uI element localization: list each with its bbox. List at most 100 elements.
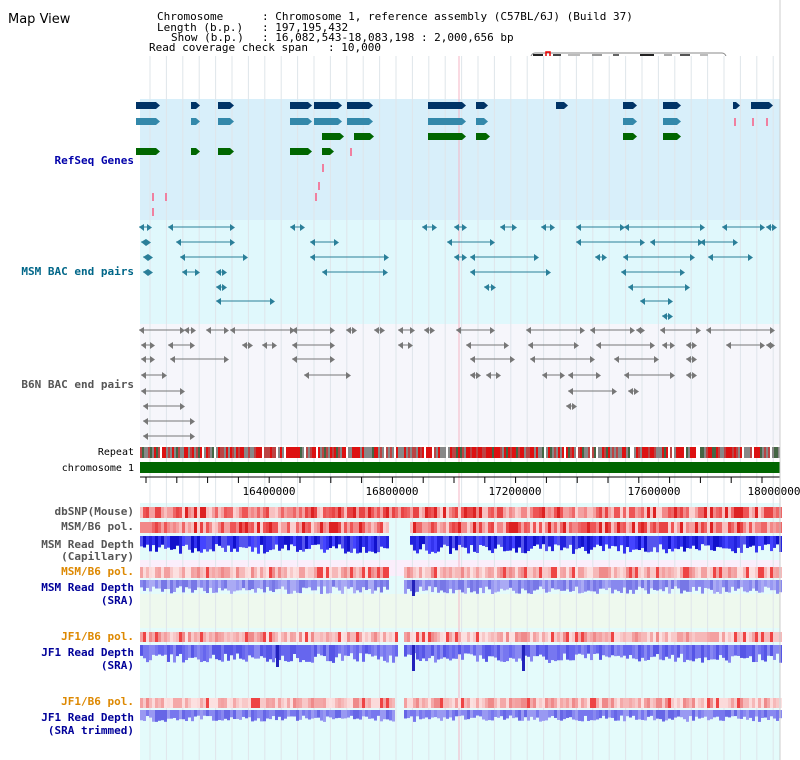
msm-b6-pol-2-cell [413, 567, 416, 578]
msm-b6-pol-2-cell [740, 567, 743, 578]
jf1-sra-depth-bar [491, 645, 494, 657]
repeat-segment [708, 447, 710, 458]
track-label-dbsnp[interactable]: dbSNP(Mouse) [55, 505, 134, 518]
polymorphism-heat-tracks[interactable] [140, 507, 782, 708]
msm-b6-pol-cell [488, 522, 491, 533]
jf1-b6-pol-2-cell [359, 698, 362, 708]
track-label-msm-read-depth-capillary[interactable]: MSM Read Depth [41, 538, 134, 551]
msm-capillary-depth-bar [167, 536, 170, 548]
repeat-segment [678, 447, 680, 458]
msm-capillary-depth-bar [209, 536, 212, 550]
depth-spike [412, 580, 415, 596]
show-value: : 16,082,543-18,083,198 : 2,000,656 bp [262, 31, 514, 44]
msm-capillary-depth-bar [197, 536, 200, 552]
msm-capillary-depth-bar [446, 536, 449, 547]
track-label-msm-bac[interactable]: MSM BAC end pairs [21, 265, 134, 278]
msm-b6-pol-2-cell [416, 567, 419, 578]
msm-capillary-depth-bar [422, 536, 425, 545]
jf1-b6-pol-cell [647, 632, 650, 642]
msm-sra-depth-bar [752, 580, 755, 589]
msm-b6-pol-2-cell [488, 567, 491, 578]
msm-sra-depth-bar [551, 580, 554, 589]
msm-sra-depth-bar [344, 580, 347, 587]
track-label-msm-b6-pol-1[interactable]: MSM/B6 pol. [61, 520, 134, 533]
msm-b6-pol-2-cell [482, 567, 485, 578]
jf1-sra-depth-bar [455, 645, 458, 659]
msm-b6-pol-cell [560, 522, 563, 533]
jf1-b6-pol-cell [545, 632, 548, 642]
msm-b6-pol-2-cell [686, 567, 689, 578]
msm-sra-depth-bar [500, 580, 503, 589]
msm-sra-depth-bar [665, 580, 668, 588]
jf1-b6-pol-2-cell [578, 698, 581, 708]
jf1-b6-pol-cell [332, 632, 335, 642]
jf1-sra-depth-bar [296, 645, 299, 659]
msm-b6-pol-cell [770, 522, 773, 533]
dbsnp-cell [383, 507, 386, 518]
track-label-jf1-b6-pol-1[interactable]: JF1/B6 pol. [61, 630, 134, 643]
msm-bac-pair-end [662, 313, 667, 320]
track-label-refseq[interactable]: RefSeq Genes [55, 154, 134, 167]
msm-b6-pol-cell [266, 522, 269, 533]
refseq-genes-track[interactable] [136, 102, 773, 216]
jf1-b6-pol-cell [470, 632, 473, 642]
msm-capillary-depth-bar [650, 536, 653, 552]
b6n-bac-end-pairs-track[interactable] [139, 327, 775, 440]
repeat-track[interactable] [140, 447, 780, 458]
jf1-b6-pol-cell [404, 632, 407, 642]
b6n-bac-pair-end [490, 327, 495, 334]
msm-bac-pair-end [650, 239, 655, 246]
msm-sra-depth-bar [200, 580, 203, 588]
jf1-b6-pol-cell [446, 632, 449, 642]
msm-bac-pair-end [216, 269, 221, 276]
msm-sra-depth-bar [749, 580, 752, 591]
msm-b6-pol-2-cell [698, 567, 701, 578]
track-label-jf1-b6-pol-2[interactable]: JF1/B6 pol. [61, 695, 134, 708]
msm-b6-pol-cell [545, 522, 548, 533]
track-label-jf1-read-depth-sra[interactable]: JF1 Read Depth [41, 646, 134, 659]
repeat-segment [308, 447, 310, 458]
msm-b6-pol-2-cell [512, 567, 515, 578]
track-label-msm-read-depth-sra[interactable]: MSM Read Depth [41, 581, 134, 594]
jf1-trimmed-depth-bar [257, 710, 260, 719]
msm-b6-pol-2-cell [248, 567, 251, 578]
jf1-b6-pol-cell [722, 632, 725, 642]
msm-b6-pol-cell [524, 522, 527, 533]
track-label-jf1-read-depth-trimmed[interactable]: JF1 Read Depth [41, 711, 134, 724]
track-label-msm-b6-pol-2[interactable]: MSM/B6 pol. [61, 565, 134, 578]
msm-sra-depth-bar [539, 580, 542, 587]
track-label-b6n-bac[interactable]: B6N BAC end pairs [21, 378, 134, 391]
repeat-segment [214, 447, 216, 458]
msm-b6-pol-cell [539, 522, 542, 533]
dbsnp-cell [146, 507, 149, 518]
jf1-trimmed-depth-bar [464, 710, 467, 720]
msm-sra-depth-bar [740, 580, 743, 588]
msm-bac-end-pairs-track[interactable] [139, 224, 777, 320]
jf1-trimmed-depth-bar [716, 710, 719, 717]
msm-sra-depth-bar [365, 580, 368, 591]
jf1-trimmed-depth-bar [386, 710, 389, 720]
msm-capillary-depth-bar [623, 536, 626, 554]
msm-capillary-depth-bar [266, 536, 269, 552]
repeat-segment [560, 447, 562, 458]
msm-b6-pol-2-cell [311, 567, 314, 578]
msm-sra-depth-bar [602, 580, 605, 589]
jf1-b6-pol-2-cell [341, 698, 344, 708]
msm-capillary-depth-bar [506, 536, 509, 551]
repeat-segment [762, 447, 764, 458]
msm-b6-pol-cell [647, 522, 650, 533]
jf1-trimmed-depth-bar [248, 710, 251, 718]
repeat-segment [156, 447, 158, 458]
msm-b6-pol-cell [557, 522, 560, 533]
msm-capillary-depth-bar [734, 536, 737, 554]
msm-b6-pol-cell [254, 522, 257, 533]
jf1-sra-depth-bar [605, 645, 608, 657]
msm-b6-pol-cell [335, 522, 338, 533]
b6n-bac-pair-end [650, 342, 655, 349]
jf1-b6-pol-2-cell [161, 698, 164, 708]
msm-sra-depth-bar [257, 580, 260, 589]
refseq-gene-arrow [633, 102, 637, 109]
read-depth-tracks[interactable] [140, 536, 782, 722]
b6n-bac-pair-end [408, 342, 413, 349]
